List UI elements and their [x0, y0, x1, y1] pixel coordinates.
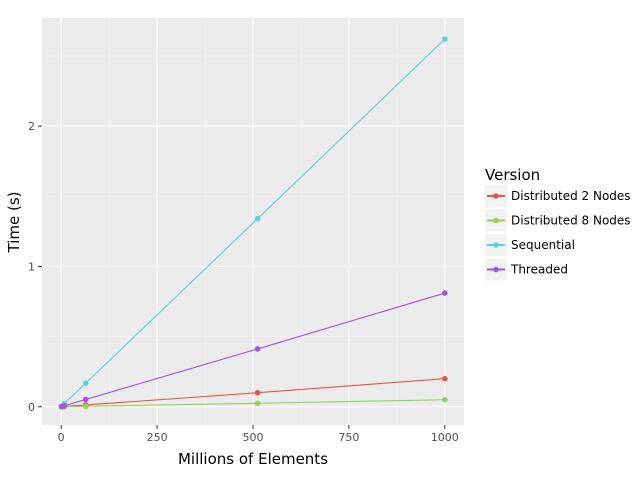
y-tick-label: 2	[28, 120, 35, 133]
data-point	[442, 396, 448, 403]
data-point	[254, 346, 261, 352]
legend-label: Threaded	[510, 263, 568, 277]
legend-key-point	[493, 242, 499, 248]
data-point	[254, 400, 261, 407]
y-axis-title: Time (s)	[5, 192, 23, 254]
legend-label: Distributed 2 Nodes	[511, 189, 631, 203]
x-tick-label: 1000	[431, 431, 459, 444]
data-point	[442, 290, 448, 296]
x-tick-label: 250	[147, 431, 168, 444]
data-point	[254, 215, 261, 222]
data-point	[82, 403, 89, 410]
axis-ticks	[38, 125, 446, 429]
legend: Version Distributed 2 Nodes Distributed 8…	[485, 166, 631, 281]
data-point	[82, 380, 89, 386]
y-tick-label: 1	[28, 260, 35, 273]
y-tick-label: 0	[28, 401, 35, 414]
x-axis-title: Millions of Elements	[178, 450, 328, 468]
legend-title: Version	[485, 166, 540, 184]
legend-key-point	[493, 217, 499, 224]
data-point	[82, 396, 89, 403]
data-point	[442, 375, 448, 382]
x-tick-label: 500	[243, 431, 264, 444]
legend-key-point	[493, 266, 499, 273]
grid-major	[42, 18, 464, 425]
x-tick-label: 750	[338, 431, 359, 444]
data-point	[442, 36, 448, 42]
data-point	[61, 402, 68, 409]
data-point	[254, 389, 261, 396]
legend-key-point	[493, 193, 499, 199]
series-points	[58, 36, 448, 410]
tick-labels: 0 250 500 750 1000 0 1 2	[28, 120, 459, 444]
legend-label: Distributed 8 Nodes	[511, 214, 631, 228]
legend-label: Sequential	[511, 238, 575, 252]
x-tick-label: 0	[58, 431, 65, 444]
